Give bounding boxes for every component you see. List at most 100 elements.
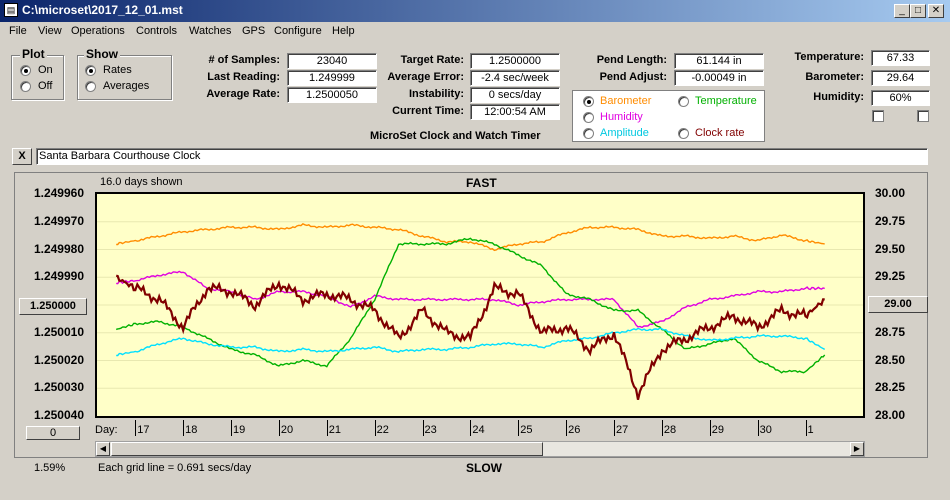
scroll-left-icon[interactable]: ◀ [96, 442, 110, 456]
instability-field: 0 secs/day [470, 87, 560, 103]
menu-watches[interactable]: Watches [189, 25, 232, 37]
show-rates-radio[interactable] [85, 65, 96, 76]
instability-label: Instability: [408, 88, 464, 100]
fast-label: FAST [466, 176, 497, 190]
plot-on-label: On [38, 64, 53, 76]
rate-center-button[interactable]: 1.250000 [19, 298, 87, 315]
day-tick-label: 28 [663, 424, 677, 436]
percent-readout: 1.59% [34, 462, 66, 474]
day-tick-label: 1 [807, 424, 814, 436]
target-rate-label: Target Rate: [400, 54, 464, 66]
day-tick-mark [566, 420, 568, 436]
right-tick-label: 28.50 [875, 352, 906, 367]
right-tick-label: 28.00 [875, 408, 906, 422]
right-tick-label: 30.00 [875, 186, 906, 200]
amplitude-radio[interactable] [583, 128, 594, 139]
window-title: C:\microset\2017_12_01.mst [22, 3, 183, 17]
humidity-option: Humidity [600, 111, 643, 123]
right-tick-label: 28.75 [875, 324, 906, 339]
clock-rate-option: Clock rate [695, 127, 745, 139]
left-tick-label: 1.250040 [33, 408, 84, 422]
day-tick-label: 17 [137, 424, 150, 436]
menu-view[interactable]: View [38, 25, 62, 37]
left-tick-label: 1.249980 [33, 241, 84, 256]
clock-name-field[interactable]: Santa Barbara Courthouse Clock [36, 148, 928, 165]
temperature-radio[interactable] [678, 96, 689, 107]
show-group-title: Show [84, 47, 120, 61]
clock-rate-radio[interactable] [678, 128, 689, 139]
plot-off-radio[interactable] [20, 81, 31, 92]
close-clock-button[interactable]: X [12, 148, 32, 165]
temperature-label: Temperature: [794, 51, 864, 63]
zero-button[interactable]: 0 [26, 426, 80, 440]
average-error-label: Average Error: [387, 71, 464, 83]
menu-help[interactable]: Help [332, 25, 355, 37]
humidity-radio[interactable] [583, 112, 594, 123]
show-averages-label: Averages [103, 80, 150, 92]
right-tick-label: 29.50 [875, 241, 906, 256]
last-reading-label: Last Reading: [207, 71, 280, 83]
day-tick-label: 18 [185, 424, 198, 436]
day-tick-label: 25 [520, 424, 533, 436]
target-rate-field[interactable]: 1.2500000 [470, 53, 560, 69]
pend-adjust-field: -0.00049 in [674, 70, 764, 86]
plot-on-radio[interactable] [20, 65, 31, 76]
series-humidity-line [116, 270, 825, 329]
day-tick-mark [183, 420, 185, 436]
maximize-button[interactable]: □ [910, 4, 926, 18]
app-subtitle: MicroSet Clock and Watch Timer [370, 130, 541, 142]
day-tick-mark [231, 420, 233, 436]
menu-gps[interactable]: GPS [242, 25, 266, 37]
show-averages-radio[interactable] [85, 81, 96, 92]
pend-length-field: 61.144 in [674, 53, 764, 69]
humidity-label: Humidity: [813, 91, 864, 103]
right-tick-label: 29.75 [875, 213, 906, 228]
day-tick-label: 22 [376, 424, 389, 436]
minimize-button[interactable]: _ [894, 4, 910, 18]
app-icon: ▤ [4, 3, 18, 17]
show-rates-label: Rates [103, 64, 132, 76]
show-group [77, 55, 172, 100]
humidity-field: 60% [871, 90, 930, 106]
menu-file[interactable]: File [9, 25, 27, 37]
plot-group [11, 55, 64, 100]
right-axis-center-button[interactable]: 29.00 [868, 296, 928, 313]
rate-chart [97, 221, 863, 400]
last-reading-field: 1.249999 [287, 70, 377, 86]
day-label: Day: [95, 424, 118, 436]
day-tick-mark [278, 420, 280, 436]
average-rate-label: Average Rate: [206, 88, 280, 100]
checkbox-right[interactable] [917, 110, 929, 122]
day-tick-label: 20 [280, 424, 294, 436]
horizontal-scrollbar[interactable]: ◀ ▶ [95, 441, 865, 457]
current-time-field: 12:00:54 AM [470, 104, 560, 120]
barometer-label: Barometer: [805, 71, 864, 83]
menu-configure[interactable]: Configure [274, 25, 322, 37]
day-tick-mark [518, 420, 520, 436]
grid-note: Each grid line = 0.691 secs/day [98, 462, 252, 474]
plot-frame [14, 172, 928, 458]
checkbox-left[interactable] [872, 110, 884, 122]
plot-area [95, 192, 865, 418]
day-tick-mark [374, 420, 376, 436]
day-tick-label: 23 [424, 424, 437, 436]
barometer-radio[interactable] [583, 96, 594, 107]
series-temperature-line [115, 237, 826, 374]
scroll-right-icon[interactable]: ▶ [850, 442, 864, 456]
menu-controls[interactable]: Controls [136, 25, 177, 37]
barometer-option: Barometer [600, 95, 652, 107]
close-window-button[interactable]: ✕ [928, 4, 944, 18]
day-tick-label: 21 [328, 424, 342, 436]
left-tick-label: 1.250010 [33, 324, 84, 339]
day-tick-mark [614, 420, 616, 436]
day-tick-mark [661, 420, 663, 436]
scroll-thumb[interactable] [111, 442, 543, 456]
plot-off-label: Off [38, 80, 53, 92]
left-tick-label: 1.249970 [33, 213, 84, 228]
day-tick-mark [709, 420, 711, 436]
day-tick-mark [135, 420, 137, 436]
title-bar: ▤ C:\microset\2017_12_01.mst _ □ ✕ [0, 0, 950, 22]
day-tick-label: 24 [472, 424, 485, 436]
menu-operations[interactable]: Operations [71, 25, 125, 37]
menu-bar: File View Operations Controls Watches GP… [0, 22, 950, 42]
